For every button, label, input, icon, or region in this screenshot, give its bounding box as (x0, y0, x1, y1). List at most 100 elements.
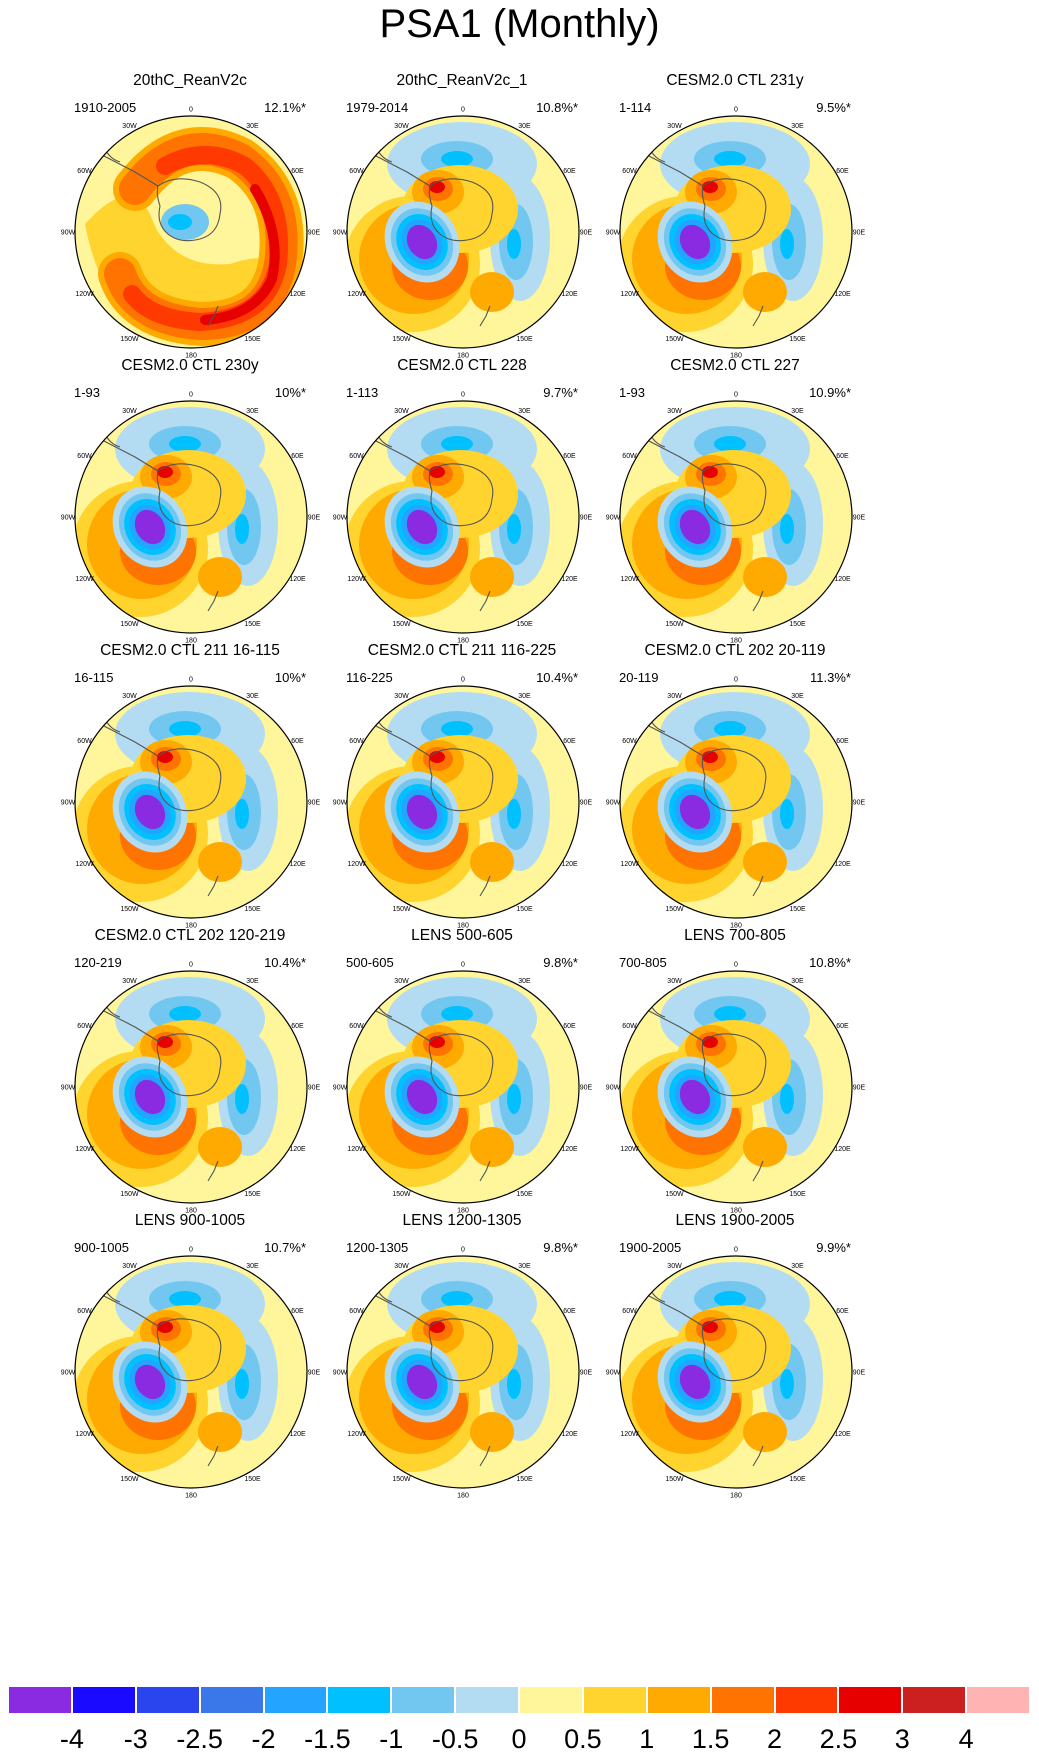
contour-positive (198, 557, 242, 597)
variance-explained: 10.4%* (264, 955, 306, 970)
contour-strong-positive (702, 1036, 718, 1048)
panel-period: 1-93 (74, 385, 101, 400)
longitude-label: 150W (392, 906, 411, 913)
longitude-label: 180 (730, 923, 742, 930)
contour-negative (714, 1291, 746, 1307)
longitude-label: 90W (61, 1370, 76, 1377)
longitude-label: 60E (291, 1023, 304, 1030)
polar-map: 0 30E 60E 90E 120E 150E 180 150W 120W 90W 60W 30W (61, 1247, 321, 1500)
longitude-label: 60E (836, 1308, 849, 1315)
longitude-label: 30W (394, 978, 409, 985)
longitude-label: 30E (791, 408, 804, 415)
contour-negative (235, 514, 249, 544)
map-field (620, 971, 852, 1203)
antarctica-coastline (156, 1033, 222, 1097)
panel-period: 1979-2014 (346, 100, 409, 115)
longitude-label: 120E (834, 291, 851, 298)
longitude-label: 60E (563, 1308, 576, 1315)
contour-positive (470, 1127, 514, 1167)
longitude-label: 150E (244, 1476, 261, 1483)
colorbar: -4 -3 -2.5 -2 -1.5 -1 -0.5 0 0.5 1 1.5 2 2.5 3 4 (8, 1686, 1030, 1756)
longitude-label: 90W (606, 515, 621, 522)
map-field (347, 401, 579, 633)
longitude-label: 60W (622, 453, 637, 460)
map-boundary (74, 970, 308, 1204)
map-panel: LENS 1200-1305 1200-1305 9.8%* 0 30E 60E 90E 12… (312, 1212, 612, 1532)
longitude-label: 30W (667, 693, 682, 700)
longitude-label: 180 (185, 1208, 197, 1215)
contour-strongest-negative (679, 794, 711, 830)
longitude-label: 30E (791, 123, 804, 130)
map-panel: CESM2.0 CTL 228 1-113 9.7%* 0 30E 60E 90E 120E 1… (312, 357, 612, 677)
panel-title: LENS 1900-2005 (675, 1212, 795, 1229)
map-boundary (74, 1255, 308, 1489)
contour-strong-positive (157, 1036, 173, 1048)
new-zealand-coastline (207, 1160, 219, 1182)
longitude-label: 120E (834, 1146, 851, 1153)
map-field (75, 971, 307, 1203)
panel-period: 1200-1305 (346, 1240, 409, 1255)
contour-positive (470, 272, 514, 312)
longitude-label: 60E (836, 168, 849, 175)
colorbar-label: -2.5 (176, 1724, 223, 1754)
longitude-label: 0 (461, 392, 465, 399)
longitude-label: 150E (244, 906, 261, 913)
polar-map: 0 30E 60E 90E 120E 150E 180 150W 120W 90W 60W 30W (606, 392, 866, 645)
variance-explained: 10.8%* (809, 955, 851, 970)
longitude-label: 30E (791, 978, 804, 985)
contour-negative (169, 1006, 201, 1022)
longitude-label: 60W (77, 1023, 92, 1030)
contour-strong-positive (702, 1321, 718, 1333)
colorbar-swatch (391, 1686, 456, 1714)
longitude-label: 120E (561, 1146, 578, 1153)
longitude-label: 150W (392, 1191, 411, 1198)
longitude-label: 120W (620, 291, 639, 298)
longitude-label: 120W (75, 1146, 94, 1153)
map-field (347, 971, 579, 1203)
longitude-label: 90E (580, 230, 593, 237)
longitude-label: 30E (791, 1263, 804, 1270)
longitude-label: 150W (120, 621, 139, 628)
longitude-label: 90W (333, 1085, 348, 1092)
longitude-label: 150E (789, 1191, 806, 1198)
longitude-label: 0 (461, 962, 465, 969)
colorbar-swatch (646, 1686, 711, 1714)
colorbar-label: 3 (894, 1724, 910, 1754)
longitude-label: 30W (394, 408, 409, 415)
map-panel: LENS 1900-2005 1900-2005 9.9%* 0 30E 60E 90E 12… (585, 1212, 885, 1532)
colorbar-swatch (519, 1686, 583, 1714)
africa-coastline (816, 971, 852, 998)
map-field (347, 116, 579, 348)
longitude-label: 120W (75, 1431, 94, 1438)
longitude-label: 150E (789, 906, 806, 913)
africa-coastline (271, 686, 307, 713)
longitude-label: 60W (349, 1023, 364, 1030)
longitude-label: 180 (730, 1208, 742, 1215)
contour-strong-positive (429, 1321, 445, 1333)
colorbar-label: 1.5 (691, 1724, 730, 1754)
map-boundary (346, 115, 580, 349)
longitude-label: 0 (189, 1247, 193, 1254)
longitude-label: 90W (333, 230, 348, 237)
africa-coastline (816, 686, 852, 713)
contour-negative (714, 721, 746, 737)
africa-coastline (271, 116, 307, 143)
panel-period: 1-114 (619, 100, 652, 115)
map-panel: CESM2.0 CTL 231y 1-114 9.5%* 0 30E 60E 90E 120E… (585, 72, 885, 392)
antarctica-coastline (156, 463, 222, 527)
longitude-label: 30W (122, 693, 137, 700)
contour-strongest-negative (406, 1364, 438, 1400)
longitude-label: 90E (308, 1370, 321, 1377)
colorbar-label: -0.5 (431, 1724, 479, 1754)
contour-negative (235, 1369, 249, 1399)
panel-title: LENS 900-1005 (134, 1212, 246, 1229)
longitude-label: 90E (853, 800, 866, 807)
map-field (620, 401, 852, 633)
africa-coastline (816, 401, 852, 428)
longitude-label: 30W (667, 123, 682, 130)
longitude-label: 120W (620, 1146, 639, 1153)
panel-period: 16-115 (74, 670, 114, 685)
map-field (75, 1256, 307, 1488)
colorbar-swatch (902, 1686, 967, 1714)
new-zealand-coastline (752, 1160, 764, 1182)
